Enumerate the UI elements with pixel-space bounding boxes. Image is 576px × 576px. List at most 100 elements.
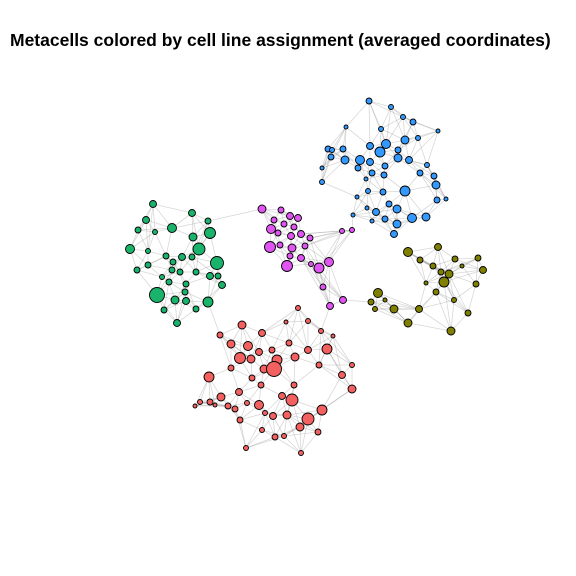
metacell-point <box>286 212 294 220</box>
network-edge <box>397 137 419 151</box>
network-edge <box>288 307 299 344</box>
metacell-point <box>169 258 177 266</box>
network-edge <box>283 431 319 437</box>
network-edge <box>285 321 309 351</box>
network-edge <box>293 356 296 386</box>
metacell-point <box>274 229 282 237</box>
network-edge <box>136 255 167 271</box>
network-edge <box>352 214 373 222</box>
metacell-point <box>298 450 304 456</box>
metacell-point <box>363 176 369 182</box>
chart-title: Metacells colored by cell line assignmen… <box>10 30 551 50</box>
network-edge <box>285 321 290 344</box>
metacell-point <box>339 145 347 153</box>
network-edge <box>448 273 477 285</box>
metacell-point <box>392 219 402 229</box>
network-edge <box>371 203 390 222</box>
network-edge <box>327 126 347 150</box>
metacell-point <box>354 194 360 200</box>
network-edge <box>356 196 377 213</box>
network-edge <box>453 283 477 301</box>
network-edge <box>274 436 302 454</box>
network-edge <box>417 130 439 139</box>
metacell-point <box>423 280 429 286</box>
network-edge <box>352 214 386 220</box>
network-edge <box>260 384 283 397</box>
metacell-point <box>286 252 294 260</box>
network-edge <box>356 178 367 198</box>
metacell-point <box>206 272 214 280</box>
network-edge <box>147 264 173 271</box>
network-edge <box>147 231 156 252</box>
metacell-point <box>202 296 214 308</box>
network-edge <box>261 307 299 334</box>
metacell-point <box>349 227 355 233</box>
network-edge <box>307 335 334 351</box>
network-edge <box>176 291 186 324</box>
network-edge <box>283 435 302 454</box>
metacell-point <box>354 164 362 172</box>
network-edge <box>408 137 419 161</box>
metacell-point <box>133 266 141 274</box>
network-edge <box>448 273 469 314</box>
network-edge <box>304 230 343 247</box>
metacell-point <box>204 227 216 239</box>
metacell-point <box>381 139 391 149</box>
metacell-point <box>266 361 282 377</box>
network-edge <box>136 250 149 271</box>
network-edge <box>371 220 395 235</box>
network-edge <box>241 324 260 353</box>
network-edge <box>309 229 353 239</box>
metacell-point <box>268 346 276 354</box>
network-edge <box>171 220 209 229</box>
network-edge <box>375 211 395 235</box>
network-edge <box>250 332 263 360</box>
metacell-point <box>255 348 263 356</box>
network-edge <box>467 283 477 314</box>
metacell-point <box>149 287 165 303</box>
metacell-point <box>160 306 168 314</box>
metacell-point <box>416 169 424 177</box>
metacell-point <box>259 427 265 433</box>
network-edge <box>285 307 299 323</box>
network-edge <box>321 159 346 183</box>
network-edge <box>454 258 484 271</box>
metacell-point <box>295 422 305 432</box>
metacell-point <box>372 306 378 312</box>
metacell-point <box>316 404 328 416</box>
metacell-point <box>290 381 298 389</box>
network-edge <box>352 196 358 216</box>
metacell-point <box>176 268 184 276</box>
network-edge <box>440 265 463 273</box>
metacell-point <box>262 410 268 416</box>
network-edge <box>402 116 439 132</box>
network-edge <box>137 227 173 231</box>
metacell-point <box>431 180 441 190</box>
network-edge <box>380 116 404 130</box>
network-edge <box>271 321 287 351</box>
metacell-point <box>381 215 389 223</box>
metacell-point <box>347 384 357 394</box>
network-edge <box>368 100 404 118</box>
metacell-point <box>385 200 393 208</box>
metacell-point <box>464 309 472 317</box>
metacell-point <box>350 212 356 218</box>
metacell-point <box>214 272 222 280</box>
network-edge <box>345 100 370 128</box>
network-edge <box>390 106 406 141</box>
metacell-point <box>321 343 333 355</box>
metacell-point <box>372 208 380 216</box>
metacell-point <box>430 172 438 180</box>
metacell-point <box>285 339 293 347</box>
network-edge <box>320 305 331 332</box>
network-edge <box>443 281 469 314</box>
network-edge <box>318 230 343 269</box>
network-edge <box>194 404 216 407</box>
metacell-point <box>407 213 417 223</box>
network-edge <box>448 269 484 275</box>
metacell-point <box>224 402 232 410</box>
network-edge <box>318 364 353 390</box>
metacell-point <box>243 341 253 351</box>
metacell-point <box>368 169 376 177</box>
metacell-point <box>165 278 173 286</box>
